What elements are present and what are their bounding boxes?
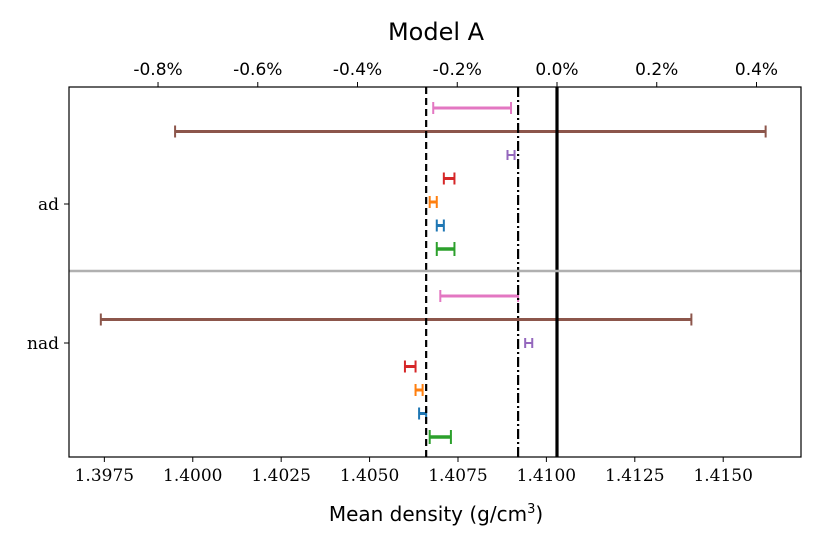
errorbar-nad-0	[439, 290, 520, 302]
chart-title: Model A	[388, 18, 485, 46]
plot-frame	[68, 86, 802, 458]
bottom-axis: 1.3975 1.4000 1.4025 1.4050 1.4075 1.4100 1.41…	[75, 457, 753, 486]
errorbar-ad-2	[506, 150, 516, 160]
errorbar-nad-4	[414, 384, 424, 396]
y-axis: ad nad	[27, 195, 69, 354]
x-tick-label: 1.3975	[75, 466, 134, 486]
x-tick-label: 1.4075	[428, 466, 487, 486]
top-axis: -0.8% -0.6% -0.4% -0.2% 0.0% 0.2% 0.4%	[133, 60, 778, 87]
top-tick-label: -0.8%	[133, 60, 182, 80]
top-tick-label: 0.0%	[535, 60, 578, 80]
errorbar-nad-6	[428, 430, 452, 444]
errorbar-ad-4	[428, 196, 438, 208]
errorbar-nad-1	[99, 313, 693, 326]
x-tick-label: 1.4050	[340, 466, 399, 486]
top-tick-label: -0.4%	[333, 60, 382, 80]
x-tick-label: 1.4125	[605, 466, 664, 486]
errorbar-ad-1	[174, 125, 767, 138]
y-tick-label-ad: ad	[38, 195, 59, 215]
top-tick-label: 0.4%	[735, 60, 778, 80]
x-tick-label: 1.4025	[251, 466, 310, 486]
x-tick-label: 1.4000	[163, 466, 222, 486]
x-axis-label: Mean density (g/cm3)	[329, 502, 543, 526]
errorbar-nad-3	[403, 360, 417, 373]
errorbar-ad-5	[435, 219, 445, 232]
top-tick-label: 0.2%	[635, 60, 678, 80]
errorbar-nad-2	[524, 338, 534, 348]
top-tick-label: -0.2%	[433, 60, 482, 80]
errorbar-ad-6	[435, 242, 456, 256]
x-tick-label: 1.4150	[693, 466, 752, 486]
errorbar-ad-0	[432, 102, 513, 114]
top-tick-label: -0.6%	[233, 60, 282, 80]
errorbar-layer	[99, 102, 767, 444]
y-tick-label-nad: nad	[27, 334, 59, 354]
x-tick-label: 1.4100	[517, 466, 576, 486]
errorbar-ad-3	[442, 172, 456, 185]
